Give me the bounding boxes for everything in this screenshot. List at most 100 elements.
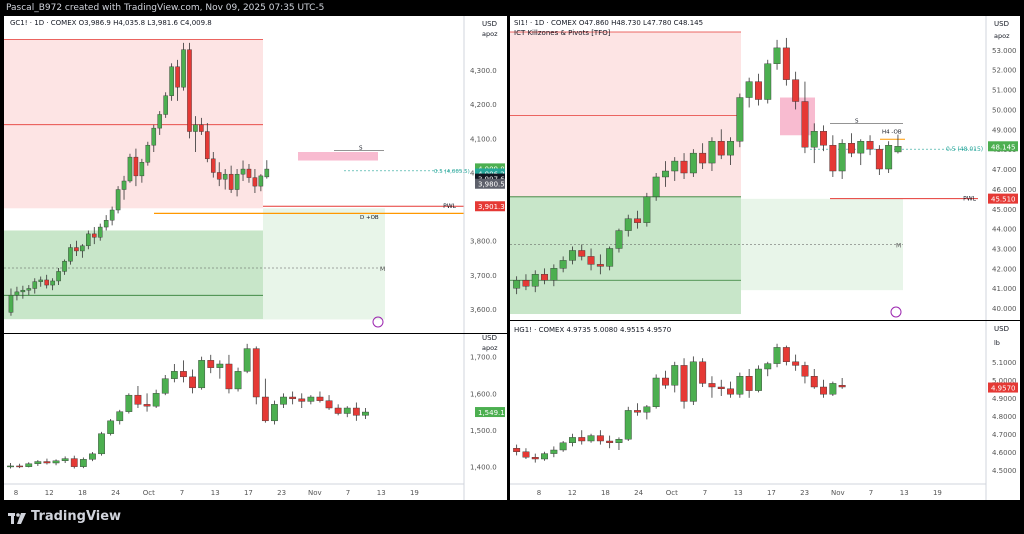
gcv-y-tick-3: 1,400.0 [470, 464, 497, 472]
svg-text:4.9570: 4.9570 [991, 385, 1016, 393]
gcv-candle-10 [98, 431, 105, 456]
gc-y-tick-1: 4,200.0 [470, 101, 497, 109]
si-candle-11 [615, 228, 623, 253]
hg-chart[interactable]: 5.1000 5.0000 4.9000 4.8000 4.7000 4.6000 4.50… [510, 321, 1020, 500]
gcv-x-tick-0: 8 [14, 489, 18, 497]
hg-candle-25 [745, 369, 753, 398]
gcv-candle-28 [261, 378, 269, 423]
si-chart[interactable]: M PWL 0.5 (48.015) S H4 -OB 53.000 52.000 51.00… [510, 16, 1020, 320]
si-y-tick-4: 49.000 [992, 126, 1017, 134]
hg-x-tick-1: 12 [568, 489, 577, 497]
gcv-candle-17 [161, 375, 169, 396]
gc-candle-19 [121, 175, 127, 200]
si-candle-39 [875, 145, 883, 175]
gc-candle-30 [187, 42, 192, 139]
gc-candle-18 [115, 186, 121, 214]
hg-candle-7 [578, 430, 586, 445]
si-candle-14 [643, 192, 651, 227]
gcv-x-tick-9: Nov [308, 489, 322, 497]
si-y-tick-0: 53.000 [992, 47, 1017, 55]
si-y-tick-3: 50.000 [992, 106, 1017, 114]
gcv-x-tick-7: 17 [244, 489, 253, 497]
gc-candle-5 [38, 276, 44, 287]
gcv-candle-11 [107, 419, 115, 436]
gc-candle-3 [26, 285, 32, 296]
gcv-candle-22 [207, 354, 215, 374]
gc-half-label: 0.5 (4,005.5) [434, 169, 470, 175]
gcv-candle-25 [234, 367, 242, 392]
gc-candle-32 [199, 117, 204, 135]
gcv-x-tick-5: 7 [180, 489, 184, 497]
gc-candle-15 [97, 223, 103, 241]
hg-candle-29 [782, 345, 790, 366]
gc-premium-zone [4, 39, 263, 209]
gc-y-tick-0: 4,300.0 [470, 67, 497, 75]
hg-candle-0 [513, 444, 521, 456]
hg-candle-30 [792, 354, 800, 371]
si-badge-0: 48.145 [988, 141, 1018, 152]
si-candle-23 [727, 137, 735, 166]
si-legend: SI1! · 1D · COMEX O47.860 H48.730 L47.78… [514, 19, 704, 27]
hg-x-tick-0: 8 [537, 489, 541, 497]
hg-x-tick-8: 23 [800, 489, 809, 497]
tradingview-brand[interactable]: TradingView [8, 509, 121, 524]
gc-pwl-label: PWL [443, 203, 457, 210]
gc-panel[interactable]: M PWL D +OB 0.5 (4,005.5) S 4,300.0 4,200.0 4,1… [4, 16, 507, 333]
gcv-candle-1 [16, 463, 24, 469]
gcv-candle-30 [280, 393, 287, 408]
gc-candle-11 [74, 240, 79, 257]
gc-vol-chart[interactable]: 1,700.0 1,600.0 1,500.0 1,400.0 USD apoz 1,549… [4, 334, 507, 500]
gc-candle-17 [109, 206, 115, 226]
si-candle-0 [513, 276, 521, 295]
gcv-x-tick-10: 7 [346, 489, 350, 497]
svg-text:3,901.3: 3,901.3 [478, 203, 505, 211]
gc-lightning-icon [372, 316, 384, 328]
gcv-candle-23 [216, 360, 224, 379]
hg-candle-12 [624, 406, 632, 441]
svg-text:48.145: 48.145 [991, 143, 1016, 151]
hg-candle-23 [727, 381, 735, 398]
si-candle-33 [820, 125, 828, 152]
gc-candle-7 [50, 278, 55, 291]
hg-x-tick-10: 7 [869, 489, 873, 497]
si-candle-20 [699, 143, 707, 170]
si-candle-34 [829, 135, 837, 177]
si-y-tick-2: 51.000 [992, 87, 1017, 95]
si-lightning-icon [890, 306, 902, 318]
gc-candle-1 [14, 286, 20, 301]
gc-candle-36 [222, 169, 228, 190]
hg-candle-16 [661, 370, 669, 389]
gc-badge-4: 3,901.3 [475, 201, 505, 212]
tradingview-logo-icon [8, 511, 26, 524]
gc-candle-27 [169, 63, 174, 101]
si-y-tick-13: 40.000 [992, 305, 1017, 313]
gc-candle-40 [246, 163, 252, 183]
gcv-x-tick-11: 13 [377, 489, 386, 497]
gc-vol-panel[interactable]: 1,700.0 1,600.0 1,500.0 1,400.0 USD apoz 1,549… [4, 334, 507, 500]
gc-y-tick-6: 3,600.0 [470, 306, 497, 314]
si-y-tick-11: 42.000 [992, 265, 1017, 273]
gcv-candle-0 [7, 463, 14, 469]
si-candle-2 [531, 270, 539, 293]
gcv-candle-35 [325, 395, 333, 410]
si-candle-12 [624, 214, 632, 237]
gc-candle-10 [68, 244, 73, 265]
gc-dob-label: D +OB [360, 215, 379, 221]
gc-chart[interactable]: M PWL D +OB 0.5 (4,005.5) S 4,300.0 4,200.0 4,1… [4, 16, 507, 333]
hg-candle-34 [829, 381, 837, 396]
gcv-candle-31 [289, 391, 297, 405]
si-candle-15 [652, 173, 660, 201]
hg-candle-28 [773, 343, 781, 368]
si-panel[interactable]: M PWL 0.5 (48.015) S H4 -OB 53.000 52.000 51.00… [510, 16, 1020, 320]
gcv-candle-14 [134, 386, 142, 408]
gcv-candle-5 [52, 459, 60, 466]
si-candle-27 [764, 59, 772, 104]
gcv-candle-18 [170, 364, 178, 383]
si-candle-17 [671, 157, 679, 181]
gcv-candle-4 [43, 458, 51, 465]
si-candle-3 [541, 268, 549, 285]
gc-candle-29 [181, 42, 186, 91]
gc-candle-8 [56, 268, 61, 286]
gcv-candle-2 [25, 462, 33, 468]
hg-panel[interactable]: 5.1000 5.0000 4.9000 4.8000 4.7000 4.6000 4.50… [510, 321, 1020, 500]
